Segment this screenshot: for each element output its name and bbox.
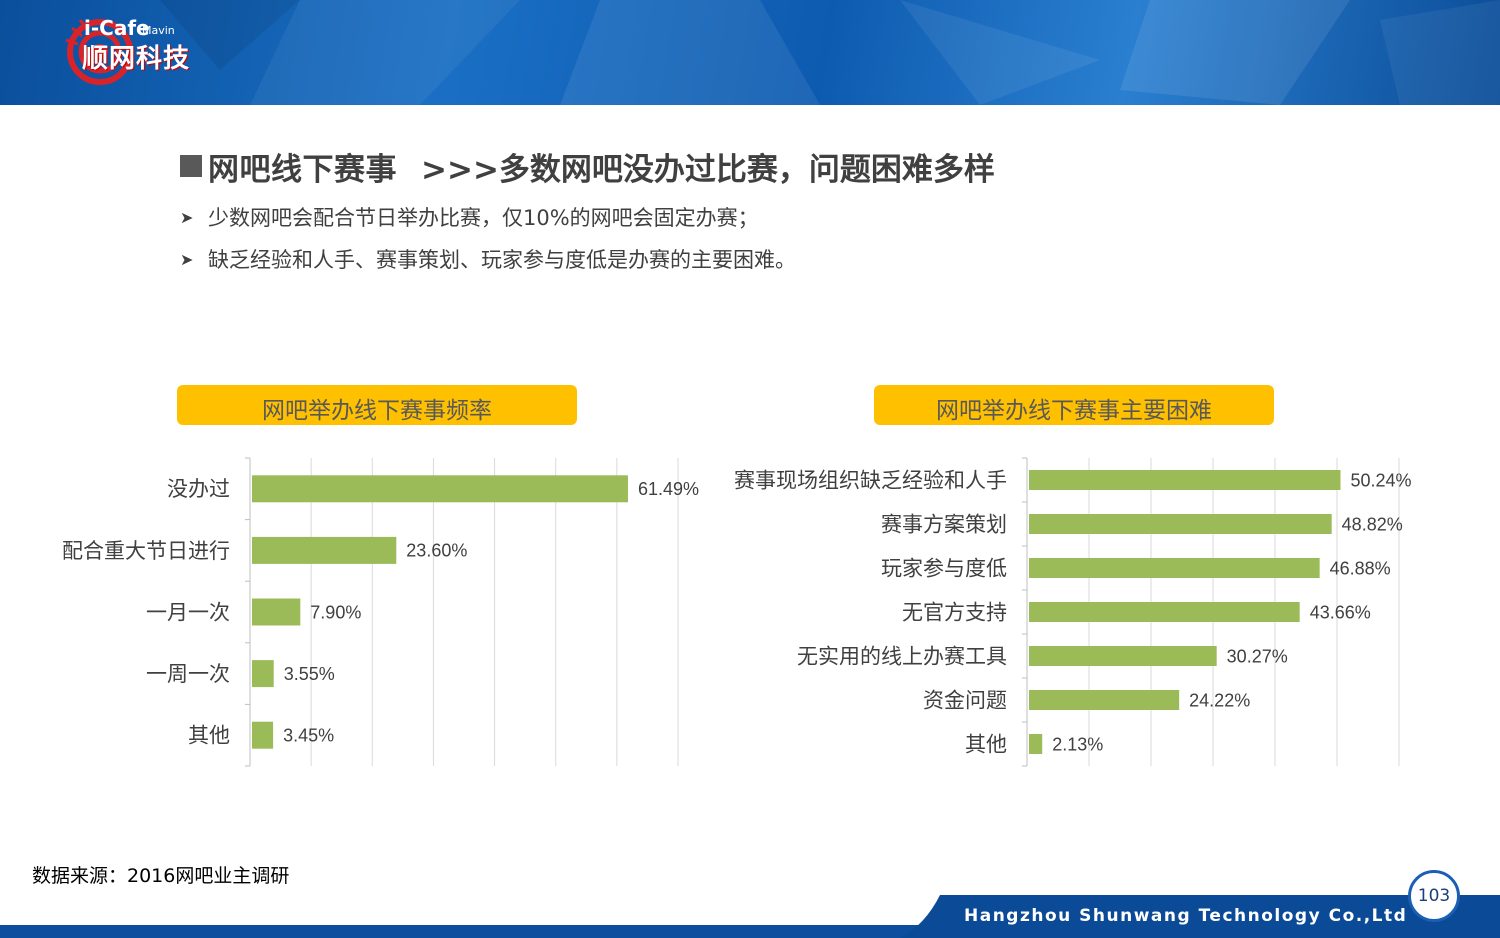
bar	[1029, 470, 1341, 490]
category-label: 其他	[188, 725, 230, 748]
logo	[62, 14, 292, 94]
title-sub: >>>多数网吧没办过比赛，问题困难多样	[421, 151, 995, 188]
slide-title: 网吧线下赛事 >>>多数网吧没办过比赛，问题困难多样	[180, 146, 995, 188]
value-label: 23.60%	[406, 541, 467, 561]
bar	[252, 536, 397, 564]
chart-title-frequency: 网吧举办线下赛事频率	[177, 385, 577, 425]
category-label: 其他	[965, 733, 1007, 756]
logo-cn: 顺网科技	[82, 44, 191, 74]
category-label: 无实用的线上办赛工具	[797, 645, 1007, 668]
bar	[1029, 558, 1320, 578]
bar	[1029, 734, 1043, 754]
footer-company: Hangzhou Shunwang Technology Co.,Ltd	[964, 906, 1408, 926]
value-label: 3.45%	[283, 726, 334, 746]
bullet-item: ➤ 少数网吧会配合节日举办比赛，仅10%的网吧会固定办赛；	[180, 202, 759, 232]
bar	[1029, 602, 1300, 622]
value-label: 3.55%	[284, 664, 335, 684]
value-label: 7.90%	[310, 602, 361, 622]
category-label: 没办过	[167, 478, 230, 501]
category-label: 无官方支持	[902, 601, 1007, 624]
bullet-item: ➤ 缺乏经验和人手、赛事策划、玩家参与度低是办赛的主要困难。	[180, 244, 796, 274]
category-label: 赛事方案策划	[881, 513, 1007, 536]
category-label: 资金问题	[923, 689, 1007, 712]
arrow-bullet-icon: ➤	[180, 207, 194, 227]
arrow-bullet-icon: ➤	[180, 249, 194, 269]
chart-frequency: 没办过 61.49% 配合重大节日进行 23.60% 一月一次 7.90% 一周一次 3.55…	[62, 457, 699, 767]
value-label: 46.88%	[1330, 558, 1391, 578]
value-label: 2.13%	[1052, 734, 1103, 754]
footer-band	[0, 895, 1500, 938]
bar	[1029, 690, 1180, 710]
chart-title-difficulties: 网吧举办线下赛事主要困难	[874, 385, 1274, 425]
value-label: 48.82%	[1342, 514, 1403, 534]
bullet-text: 少数网吧会配合节日举办比赛，仅10%的网吧会固定办赛；	[208, 206, 759, 230]
value-label: 24.22%	[1189, 690, 1250, 710]
bullet-text: 缺乏经验和人手、赛事策划、玩家参与度低是办赛的主要困难。	[208, 248, 796, 272]
bar	[252, 598, 301, 626]
value-label: 50.24%	[1350, 470, 1411, 490]
header-pattern	[160, 0, 1500, 105]
category-label: 赛事现场组织缺乏经验和人手	[734, 469, 1007, 492]
logo-sub: Mavin	[142, 24, 175, 37]
logo-target-icon	[65, 19, 133, 85]
value-label: 61.49%	[638, 479, 699, 499]
bar	[252, 475, 628, 503]
bar	[252, 660, 274, 688]
category-label: 玩家参与度低	[881, 557, 1007, 580]
category-label: 配合重大节日进行	[62, 540, 230, 563]
header-band	[0, 0, 1500, 105]
title-main: 网吧线下赛事	[208, 151, 397, 188]
title-square-icon	[180, 155, 202, 177]
value-label: 43.66%	[1310, 602, 1371, 622]
category-label: 一周一次	[146, 663, 230, 686]
logo-brand: i-Cafe	[84, 16, 150, 40]
bar	[252, 721, 274, 749]
page-number: 103	[1408, 870, 1460, 922]
bar	[1029, 646, 1217, 666]
value-label: 30.27%	[1227, 646, 1288, 666]
bar	[1029, 514, 1332, 534]
chart-difficulties: 赛事现场组织缺乏经验和人手 50.24% 赛事方案策划 48.82% 玩家参与度低 46.…	[734, 457, 1412, 767]
data-source: 数据来源：2016网吧业主调研	[32, 865, 290, 887]
category-label: 一月一次	[146, 601, 230, 624]
